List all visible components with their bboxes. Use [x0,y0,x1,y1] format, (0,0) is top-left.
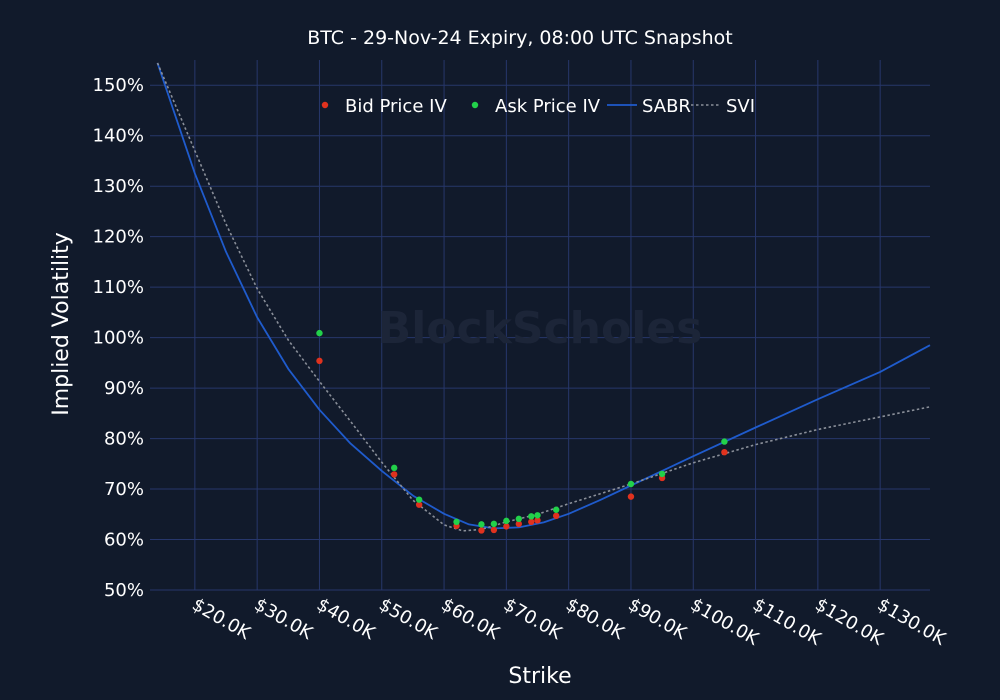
x-tick-label: $90.0K [624,594,690,644]
legend-label: Ask Price IV [495,96,601,117]
data-point-bid-price-iv [316,357,323,365]
x-axis-ticks: $20.0K$30.0K$40.0K$50.0K$60.0K$70.0K$80.… [188,594,950,650]
x-tick-label: $110.0K [749,594,825,650]
data-point-ask-price-iv [316,329,323,337]
series-line-svi [156,62,931,532]
data-point-ask-price-iv [534,512,541,519]
data-point-bid-price-iv [415,501,423,508]
data-point-bid-price-iv [478,527,485,534]
data-point-ask-price-iv [721,438,728,445]
x-tick-label: $120.0K [811,594,887,650]
data-point-bid-price-iv [391,471,398,478]
legend-marker [321,101,329,109]
series-markers [316,329,728,534]
y-tick-label: 140% [93,126,144,147]
x-tick-label: $50.0K [375,594,441,644]
data-point-bid-price-iv [515,520,523,528]
legend-label: SABR [642,96,691,117]
data-point-bid-price-iv [721,449,728,456]
chart-title: BTC - 29-Nov-24 Expiry, 08:00 UTC Snapsh… [307,27,732,49]
x-tick-label: $70.0K [500,594,566,644]
x-tick-label: $130.0K [874,594,950,650]
legend-label: SVI [726,96,755,117]
data-point-ask-price-iv [453,518,460,526]
data-point-ask-price-iv [552,506,560,513]
x-tick-label: $40.0K [313,594,379,644]
data-point-ask-price-iv [391,464,398,472]
y-tick-label: 120% [93,227,144,248]
data-point-ask-price-iv [515,515,523,523]
x-tick-label: $30.0K [251,594,317,644]
data-point-bid-price-iv [503,523,510,530]
x-tick-label: $80.0K [562,594,628,644]
grid-lines [150,60,930,591]
watermark: BlockScholes [378,303,703,354]
data-point-bid-price-iv [528,518,535,526]
plot-area [150,60,930,590]
x-axis-title: Strike [508,664,571,689]
y-axis-ticks: 50% 60% 70% 80% 90% 100% 110% 120% 130% 140% 150% [93,75,144,601]
y-tick-label: 110% [93,277,144,298]
data-point-ask-price-iv [478,521,485,528]
data-point-bid-price-iv [534,517,541,524]
y-tick-label: 100% [93,328,144,349]
legend-marker [471,101,479,109]
data-point-bid-price-iv [552,512,560,519]
y-axis-title: Implied Volatility [49,232,74,416]
data-point-ask-price-iv [627,480,635,488]
y-tick-label: 130% [93,176,144,197]
y-tick-label: 90% [104,378,144,399]
legend-label: Bid Price IV [345,96,447,117]
legend: Bid Price IV Ask Price IV SABR SVI [321,96,755,117]
data-point-ask-price-iv [528,513,535,520]
x-tick-label: $60.0K [438,594,504,644]
plot-background [150,60,930,590]
data-point-ask-price-iv [658,470,666,478]
y-tick-label: 50% [104,580,144,601]
data-point-ask-price-iv [415,496,423,503]
y-tick-label: 60% [104,530,144,551]
data-point-bid-price-iv [627,493,635,500]
y-tick-label: 80% [104,429,144,450]
data-point-bid-price-iv [490,526,498,534]
data-point-ask-price-iv [490,520,498,528]
x-tick-label: $100.0K [687,594,763,650]
y-tick-label: 150% [93,75,144,96]
x-tick-label: $20.0K [188,594,254,644]
y-tick-label: 70% [104,479,144,500]
data-point-ask-price-iv [503,517,510,525]
